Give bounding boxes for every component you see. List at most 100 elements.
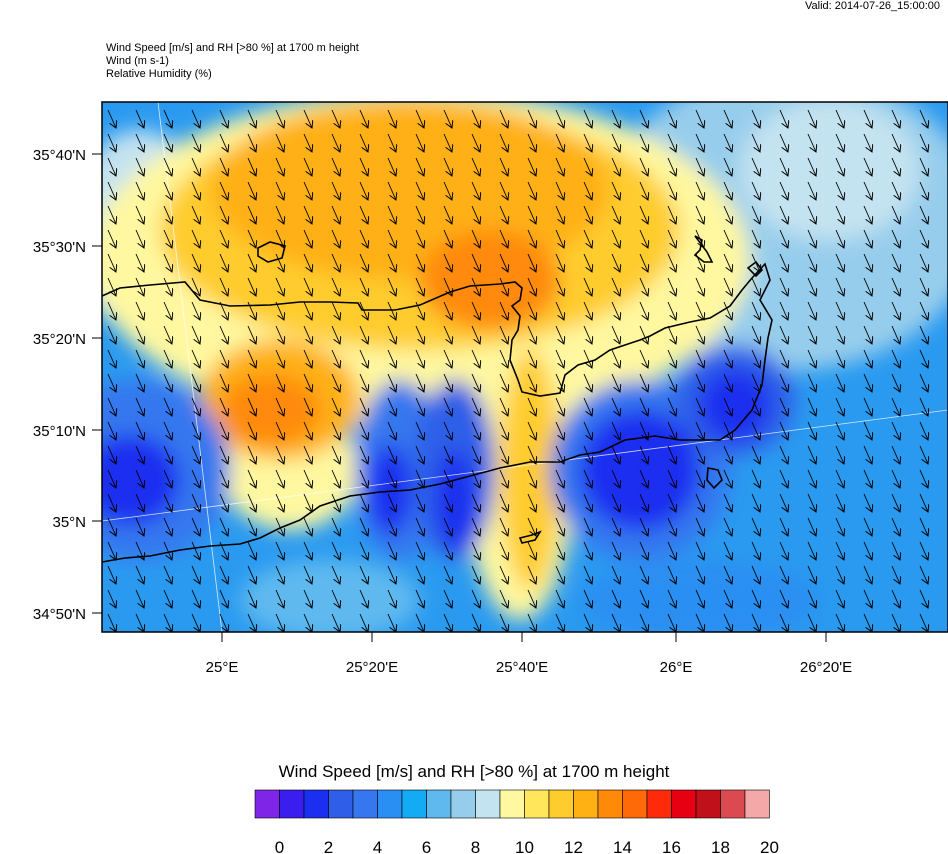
wind-arrow (891, 397, 900, 416)
wind-arrow (835, 349, 844, 368)
wind-arrow (219, 469, 228, 488)
colorbar-swatch (328, 789, 354, 819)
wind-arrow (191, 229, 200, 248)
wind-arrow (807, 205, 816, 224)
wind-arrow (723, 109, 732, 128)
wind-arrow (863, 109, 872, 128)
wind-arrow (443, 373, 452, 392)
wind-arrow (891, 589, 900, 608)
colorbar-tick-label: 12 (564, 838, 583, 854)
wind-arrow (835, 229, 844, 248)
wind-arrow (639, 325, 648, 344)
wind-arrow (163, 541, 172, 560)
wind-arrow (275, 469, 284, 488)
wind-arrow (219, 349, 228, 368)
wind-arrow (415, 541, 424, 560)
wind-arrow (723, 445, 732, 464)
wind-arrow (275, 301, 284, 320)
wind-arrow (415, 325, 424, 344)
wind-arrow (387, 517, 396, 536)
wind-arrow (303, 205, 312, 224)
wind-arrow (835, 397, 844, 416)
wind-arrow (779, 517, 788, 536)
wind-arrow (639, 277, 648, 296)
wind-arrow (471, 253, 480, 272)
wind-arrow (219, 253, 228, 272)
wind-arrow (387, 181, 396, 200)
wind-arrow (695, 445, 704, 464)
wind-arrow (919, 421, 928, 440)
wind-arrow (219, 613, 228, 632)
wind-arrow (863, 565, 872, 584)
wind-arrow (835, 301, 844, 320)
wind-arrow (695, 229, 704, 248)
wind-arrow (499, 445, 508, 464)
wind-arrow (303, 325, 312, 344)
wind-arrow (107, 205, 116, 224)
wind-arrow (807, 109, 816, 128)
wind-arrow (219, 157, 228, 176)
x-tick-label: 25°40'E (496, 659, 548, 676)
wind-arrow (415, 421, 424, 440)
y-tick-label: 35°10'N (33, 423, 86, 440)
wind-arrow (919, 325, 928, 344)
wind-arrow (919, 493, 928, 512)
wind-arrow (527, 253, 536, 272)
wind-arrow (751, 421, 760, 440)
wind-arrow (275, 181, 284, 200)
wind-arrow (247, 277, 256, 296)
wind-arrow (135, 301, 144, 320)
wind-arrow (863, 589, 872, 608)
colorbar-tick-label: 20 (760, 838, 779, 854)
wind-arrow (471, 373, 480, 392)
wind-arrow (667, 277, 676, 296)
wind-arrow (303, 421, 312, 440)
wind-arrow (135, 565, 144, 584)
wind-arrow (387, 493, 396, 512)
wind-arrow (303, 301, 312, 320)
wind-arrow (527, 397, 536, 416)
wind-arrow (331, 445, 340, 464)
wind-arrow (723, 181, 732, 200)
wind-arrow (891, 469, 900, 488)
colorbar-swatch (499, 789, 525, 819)
wind-arrow (107, 253, 116, 272)
wind-arrow (191, 109, 200, 128)
wind-arrow (835, 469, 844, 488)
wind-arrow (443, 397, 452, 416)
y-axis (92, 153, 102, 614)
wind-arrow (275, 325, 284, 344)
wind-arrow (779, 349, 788, 368)
wind-arrow (275, 277, 284, 296)
wind-arrow (415, 469, 424, 488)
wind-arrow (331, 421, 340, 440)
wind-arrow (807, 325, 816, 344)
wind-arrow (611, 613, 620, 632)
wind-arrow (891, 301, 900, 320)
wind-arrow (247, 541, 256, 560)
colorbar (254, 789, 770, 819)
colorbar-tick-label: 2 (324, 838, 333, 854)
wind-arrow (667, 445, 676, 464)
wind-arrow (135, 157, 144, 176)
wind-arrow (163, 373, 172, 392)
wind-arrow (471, 421, 480, 440)
wind-arrow (247, 301, 256, 320)
wind-arrow (639, 205, 648, 224)
wind-arrow (247, 493, 256, 512)
wind-arrow (443, 541, 452, 560)
wind-arrow (751, 517, 760, 536)
colorbar-tick-label: 4 (373, 838, 382, 854)
wind-arrow (583, 493, 592, 512)
wind-arrow (527, 349, 536, 368)
wind-arrow (499, 205, 508, 224)
wind-arrow (639, 349, 648, 368)
colorbar-swatch (524, 789, 550, 819)
wind-arrow (135, 205, 144, 224)
wind-arrow (331, 181, 340, 200)
wind-arrow (219, 541, 228, 560)
x-tick-label: 25°E (206, 659, 239, 676)
wind-arrow (807, 517, 816, 536)
wind-arrow (611, 157, 620, 176)
wind-arrow (891, 109, 900, 128)
